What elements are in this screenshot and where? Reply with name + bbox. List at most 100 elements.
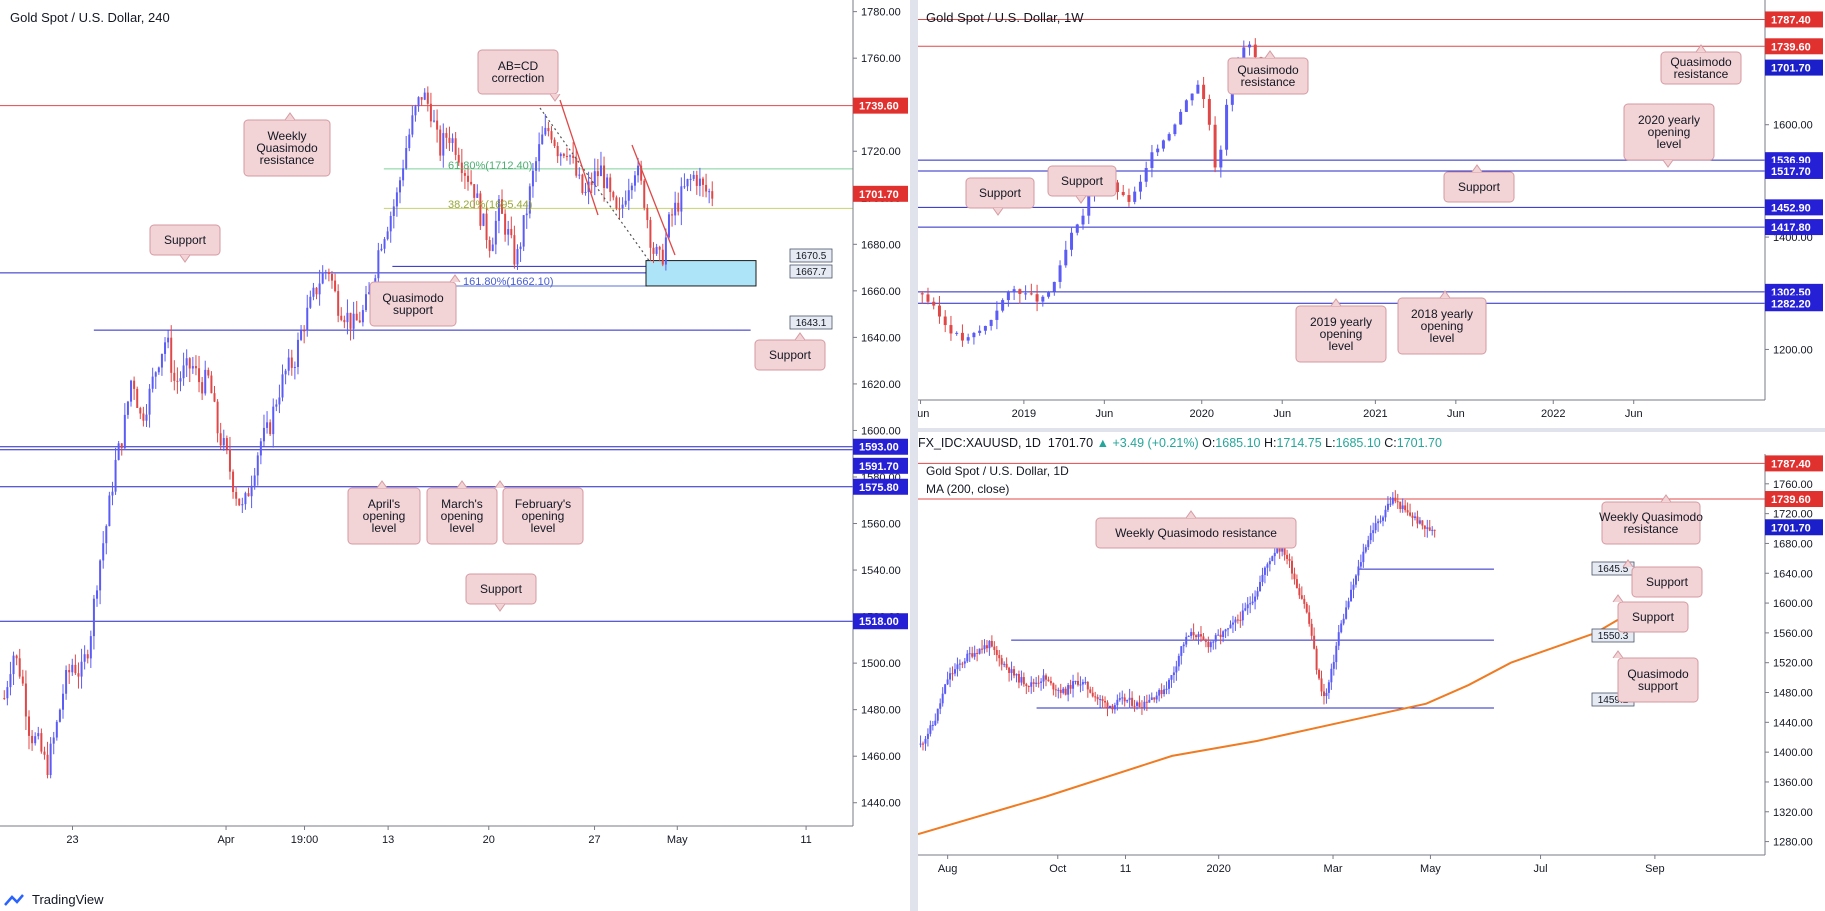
candle-body (627, 190, 630, 201)
candle-body (1150, 152, 1154, 168)
candle-body (142, 413, 145, 421)
x-tick-label: Jun (1447, 408, 1465, 420)
candle-body (939, 703, 942, 709)
panel-divider-vertical[interactable] (910, 0, 918, 911)
tradingview-brand[interactable]: TradingView (32, 892, 104, 907)
candle-body (402, 168, 405, 181)
y-tick-label: 1680.00 (861, 239, 901, 251)
daily-chart-panel[interactable]: 1760.00 1720.00 1680.00 1640.00 1600.00 1560.… (918, 454, 1825, 889)
x-tick-label: 2020 (1206, 863, 1230, 875)
candle-body (318, 283, 321, 295)
candle-body (213, 393, 216, 402)
h4-chart-canvas[interactable]: 1780.001760.001740.001720.001700.001680.… (0, 0, 910, 889)
callout-text: Support (979, 186, 1022, 200)
candle-body (1006, 292, 1010, 301)
candle-body (191, 366, 194, 369)
candle-body (983, 645, 986, 650)
candle-body (695, 174, 698, 186)
candle-body (210, 375, 213, 394)
candle-body (711, 191, 714, 199)
callout-text: Quasimodo (1627, 667, 1689, 681)
candle-body (1069, 685, 1072, 689)
badge-1452-label: 1452.90 (1771, 202, 1811, 214)
candle-body (198, 368, 201, 383)
callout-weekly-qm-left: Weekly Quasimodo resistance (1095, 510, 1297, 549)
candle-body (550, 131, 553, 140)
candle-body (451, 138, 454, 143)
callout-support-mid: Support (1047, 165, 1117, 204)
candle-body (250, 485, 253, 497)
candle-body (1104, 700, 1107, 703)
callout-pointer (549, 93, 561, 102)
candle-body (531, 170, 534, 187)
weekly-chart-panel[interactable]: 1600.001400.001200.00Jun2019Jun2020Jun20… (918, 0, 1825, 428)
candle-body (1143, 701, 1146, 708)
candle-body (1379, 520, 1382, 522)
callout-support-1645: Support (1622, 559, 1703, 598)
candle-body (423, 92, 426, 100)
candle-body (15, 655, 18, 659)
candle-body (1202, 636, 1205, 640)
callout-text: level (1430, 331, 1455, 345)
y-tick-label: 1320.00 (1773, 807, 1813, 819)
candle-body (1212, 641, 1215, 643)
close-label: C: (1384, 436, 1397, 450)
candle-body (1354, 575, 1357, 585)
candle-body (966, 337, 970, 341)
buy-zone-rectangle (645, 260, 757, 287)
candle-body (689, 178, 692, 180)
badge-1518-label: 1518.00 (859, 616, 899, 628)
candle-body (963, 661, 966, 664)
x-tick-label: Aug (938, 863, 958, 875)
candle-body (973, 652, 976, 657)
candle-body (1029, 293, 1033, 295)
y-tick-label: 1680.00 (1773, 538, 1813, 550)
candle-body (1283, 546, 1286, 555)
candle-body (482, 213, 485, 226)
candle-body (470, 181, 473, 185)
candle-body (337, 291, 340, 316)
y-tick-label: 1560.00 (861, 519, 901, 531)
badge-1739 (1765, 38, 1823, 55)
candle-body (593, 171, 596, 186)
x-tick-label: Jun (918, 408, 929, 420)
candle-body (31, 735, 34, 744)
h4-chart-panel[interactable]: 1780.001760.001740.001720.001700.001680.… (0, 0, 910, 889)
panel-divider-horizontal[interactable] (918, 428, 1825, 432)
candle-body (287, 357, 290, 371)
candle-body (1273, 552, 1276, 557)
badge-1593-label: 1593.00 (859, 442, 899, 454)
candle-body (633, 175, 636, 186)
x-tick-label: May (1420, 863, 1441, 875)
candle-body (1121, 192, 1125, 196)
badge-1517 (1765, 162, 1823, 179)
candle-body (1057, 689, 1060, 691)
daily-chart-canvas[interactable]: 1760.00 1720.00 1680.00 1640.00 1600.00 1560.… (918, 454, 1825, 889)
candle-body (1042, 675, 1045, 682)
candle-body (698, 178, 701, 186)
candle-body (643, 180, 646, 208)
callout-text: Quasimodo (1237, 63, 1299, 77)
candle-body (658, 246, 661, 250)
callout-text: opening (363, 509, 406, 523)
tag-1670-label: 1670.5 (796, 251, 827, 262)
callout-text: level (372, 521, 397, 535)
weekly-chart-canvas[interactable]: 1600.001400.001200.00Jun2019Jun2020Jun20… (918, 0, 1825, 428)
candle-body (334, 280, 337, 292)
tradingview-logo-icon[interactable] (3, 892, 29, 908)
y-tick-label: 1280.00 (1773, 837, 1813, 849)
candle-body (1024, 293, 1028, 295)
candle-body (1037, 682, 1040, 684)
callout-pointer (456, 480, 468, 489)
footer-bar: TradingView (0, 889, 1825, 911)
candle-body (467, 175, 470, 182)
candle-body (603, 165, 606, 189)
tag-1667-label: 1667.7 (796, 267, 827, 278)
candle-body (1225, 104, 1229, 150)
candle-body (485, 213, 488, 241)
candle-body (130, 380, 133, 402)
candle-body (247, 493, 250, 497)
candle-body (1054, 689, 1057, 691)
candle-body (1133, 191, 1137, 202)
x-tick-label: Apr (217, 834, 234, 846)
